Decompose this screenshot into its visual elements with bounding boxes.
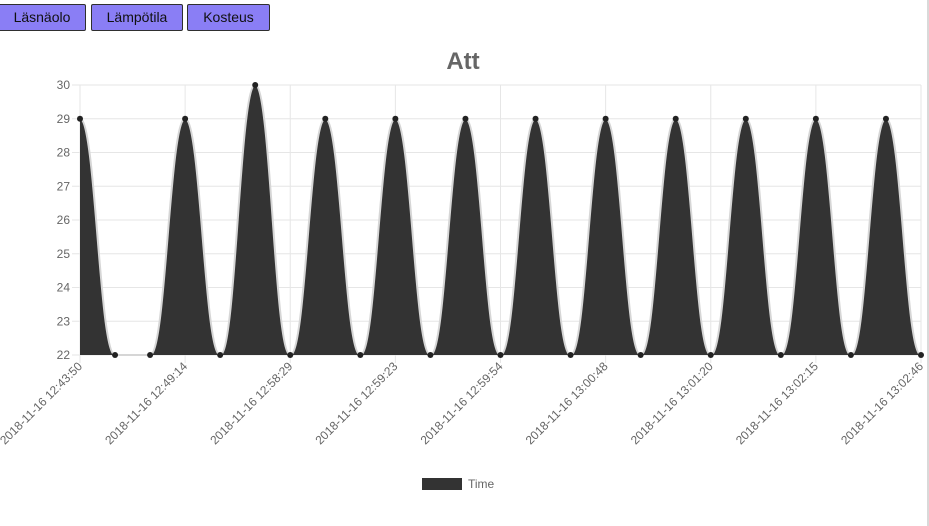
- data-point: [918, 352, 924, 358]
- y-tick-label: 29: [57, 112, 71, 126]
- data-point: [462, 115, 469, 122]
- data-point: [707, 352, 714, 358]
- data-point: [287, 352, 294, 358]
- x-tick-label: 2018-11-16 12:43:50: [0, 359, 85, 447]
- series-area: [80, 85, 921, 355]
- legend: Time: [422, 477, 495, 491]
- y-tick-label: 26: [57, 213, 71, 227]
- data-point: [357, 352, 364, 358]
- y-tick-label: 23: [57, 314, 71, 328]
- y-tick-label: 22: [57, 348, 71, 362]
- data-point: [742, 115, 749, 122]
- y-tick-label: 30: [57, 78, 71, 92]
- data-point: [847, 352, 854, 358]
- series-time: [77, 82, 924, 358]
- x-tick-label: 2018-11-16 12:59:23: [312, 359, 400, 447]
- legend-label: Time: [468, 477, 495, 491]
- page-right-border: [927, 0, 929, 526]
- y-tick-label: 24: [57, 281, 71, 295]
- y-tick-label: 28: [57, 146, 71, 160]
- x-tick-label: 2018-11-16 13:00:48: [523, 359, 611, 447]
- data-point: [567, 352, 574, 358]
- x-tick-label: 2018-11-16 13:01:20: [628, 359, 716, 447]
- data-point: [672, 115, 679, 122]
- data-point: [322, 115, 329, 122]
- x-tick-label: 2018-11-16 13:02:46: [838, 359, 926, 447]
- data-point: [882, 115, 889, 122]
- data-point: [497, 352, 504, 358]
- y-tick-label: 27: [57, 179, 71, 193]
- y-tick-label: 25: [57, 247, 71, 261]
- x-tick-label: 2018-11-16 12:58:29: [207, 359, 295, 447]
- data-point: [147, 352, 154, 358]
- x-axis-ticks: 2018-11-16 12:43:50 2018-11-16 12:49:14 20…: [0, 359, 926, 447]
- temperature-button[interactable]: Lämpötila: [91, 4, 183, 31]
- x-tick-label: 2018-11-16 12:49:14: [102, 359, 190, 447]
- data-point: [252, 82, 259, 88]
- presence-button[interactable]: Läsnäolo: [0, 4, 86, 31]
- chart-title: Att: [446, 48, 479, 75]
- data-point: [602, 115, 609, 122]
- data-point: [77, 115, 83, 122]
- data-point: [217, 352, 224, 358]
- data-point: [532, 115, 539, 122]
- data-point: [112, 352, 119, 358]
- legend-swatch: [422, 478, 462, 490]
- data-point: [182, 115, 189, 122]
- humidity-button[interactable]: Kosteus: [187, 4, 270, 31]
- data-point: [392, 115, 399, 122]
- x-tick-label: 2018-11-16 12:59:54: [418, 359, 506, 447]
- x-tick-label: 2018-11-16 13:02:15: [733, 359, 821, 447]
- y-axis-ticks: 22 23 24 25 26 27 28 29 30: [57, 78, 71, 362]
- data-point: [427, 352, 434, 358]
- data-point: [637, 352, 644, 358]
- data-point: [777, 352, 784, 358]
- data-point: [812, 115, 819, 122]
